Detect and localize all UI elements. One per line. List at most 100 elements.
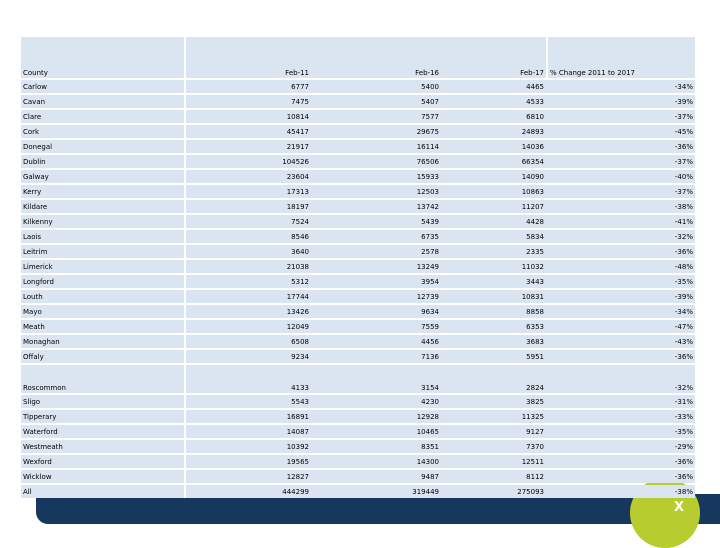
cell-pct-change: -47%	[546, 320, 695, 333]
county-table: County Feb-11 Feb-16 Feb-17 % Change 201…	[21, 35, 695, 500]
table-row: Dublin 104526 76506 66354 -37%	[21, 155, 695, 168]
table-row: Monaghan 6508 4456 3683 -43%	[21, 335, 695, 348]
table-row: Limerick 21038 13249 11032 -48%	[21, 260, 695, 273]
cell-feb-16: 3954	[311, 275, 441, 288]
cell-pct-change: -34%	[546, 80, 695, 93]
cell-county: Dublin	[21, 155, 186, 168]
cell-feb-11: 104526	[186, 155, 311, 168]
table-row: Kilkenny 7524 5439 4428 -41%	[21, 215, 695, 228]
table-row: Cork 45417 29675 24893 -45%	[21, 125, 695, 138]
cell-feb-17: 5834	[441, 230, 546, 243]
cell-pct-change: -33%	[546, 410, 695, 423]
cell-feb-11: 9234	[186, 350, 311, 363]
cell-feb-11: 7524	[186, 215, 311, 228]
cell-feb-16: 6735	[311, 230, 441, 243]
cell-feb-16: 5439	[311, 215, 441, 228]
cell-feb-16: 2578	[311, 245, 441, 258]
cell-feb-16: 8351	[311, 440, 441, 453]
cell-feb-16: 4456	[311, 335, 441, 348]
cell-feb-16: 12503	[311, 185, 441, 198]
cell-feb-17: 2824	[441, 365, 546, 393]
cell-feb-11: 10814	[186, 110, 311, 123]
cell-feb-11: 23604	[186, 170, 311, 183]
cell-pct-change: -35%	[546, 425, 695, 438]
header-pct-change: % Change 2011 to 2017	[546, 37, 695, 78]
cell-feb-17: 11207	[441, 200, 546, 213]
cell-county: Tipperary	[21, 410, 186, 423]
cell-feb-16: 15933	[311, 170, 441, 183]
table-row: Meath 12049 7559 6353 -47%	[21, 320, 695, 333]
cell-pct-change: -36%	[546, 245, 695, 258]
cell-feb-11: 12827	[186, 470, 311, 483]
cell-feb-17: 3443	[441, 275, 546, 288]
cell-pct-change: -39%	[546, 95, 695, 108]
cell-pct-change: -29%	[546, 440, 695, 453]
cell-feb-17: 2335	[441, 245, 546, 258]
logo-text: X	[674, 500, 685, 515]
cell-feb-11: 21038	[186, 260, 311, 273]
cell-feb-16: 13742	[311, 200, 441, 213]
cell-feb-11: 6508	[186, 335, 311, 348]
cell-county: Clare	[21, 110, 186, 123]
cell-feb-17: 7370	[441, 440, 546, 453]
cell-county: Westmeath	[21, 440, 186, 453]
cell-county: Kilkenny	[21, 215, 186, 228]
cell-feb-17: 10831	[441, 290, 546, 303]
cell-feb-17: 66354	[441, 155, 546, 168]
cell-feb-17: 4465	[441, 80, 546, 93]
cell-pct-change: -37%	[546, 185, 695, 198]
cell-feb-17: 275093	[441, 485, 546, 498]
cell-county: Meath	[21, 320, 186, 333]
cell-feb-11: 17744	[186, 290, 311, 303]
cell-feb-17: 11325	[441, 410, 546, 423]
cell-feb-16: 12739	[311, 290, 441, 303]
cell-feb-17: 12511	[441, 455, 546, 468]
cell-pct-change: -34%	[546, 305, 695, 318]
cell-pct-change: -32%	[546, 365, 695, 393]
cell-pct-change: -48%	[546, 260, 695, 273]
cell-pct-change: -36%	[546, 140, 695, 153]
cell-feb-17: 3683	[441, 335, 546, 348]
cell-feb-11: 14087	[186, 425, 311, 438]
table-row: Clare 10814 7577 6810 -37%	[21, 110, 695, 123]
cell-feb-16: 16114	[311, 140, 441, 153]
cell-pct-change: -43%	[546, 335, 695, 348]
header-feb-16: Feb-16	[311, 37, 441, 78]
cell-county: Monaghan	[21, 335, 186, 348]
cell-pct-change: -38%	[546, 200, 695, 213]
cell-feb-17: 14036	[441, 140, 546, 153]
cell-county: Offaly	[21, 350, 186, 363]
cell-feb-11: 4133	[186, 365, 311, 393]
header-county: County	[21, 37, 186, 78]
cell-county: Sligo	[21, 395, 186, 408]
table-row: Mayo 13426 9634 8858 -34%	[21, 305, 695, 318]
cell-pct-change: -38%	[546, 485, 695, 498]
cell-feb-16: 76506	[311, 155, 441, 168]
table-row: Roscommon 4133 3154 2824 -32%	[21, 365, 695, 393]
cell-feb-16: 13249	[311, 260, 441, 273]
cell-feb-16: 9634	[311, 305, 441, 318]
cell-county: Mayo	[21, 305, 186, 318]
cell-feb-11: 5312	[186, 275, 311, 288]
cell-feb-16: 7577	[311, 110, 441, 123]
cell-feb-16: 7136	[311, 350, 441, 363]
cell-pct-change: -39%	[546, 290, 695, 303]
cell-feb-16: 29675	[311, 125, 441, 138]
cell-county: Wicklow	[21, 470, 186, 483]
table-row: Longford 5312 3954 3443 -35%	[21, 275, 695, 288]
cell-county: Laois	[21, 230, 186, 243]
table-row: Leitrim 3640 2578 2335 -36%	[21, 245, 695, 258]
header-feb-17: Feb-17	[441, 37, 546, 78]
table-row: All 444299 319449 275093 -38%	[21, 485, 695, 498]
cell-county: Kerry	[21, 185, 186, 198]
cell-pct-change: -37%	[546, 155, 695, 168]
cell-pct-change: -40%	[546, 170, 695, 183]
cell-feb-11: 3640	[186, 245, 311, 258]
cell-feb-16: 9487	[311, 470, 441, 483]
cell-feb-11: 18197	[186, 200, 311, 213]
cell-county: All	[21, 485, 186, 498]
cell-pct-change: -36%	[546, 350, 695, 363]
cell-feb-17: 4533	[441, 95, 546, 108]
bottom-decorative-bar	[36, 494, 720, 524]
table-row: Sligo 5543 4230 3825 -31%	[21, 395, 695, 408]
